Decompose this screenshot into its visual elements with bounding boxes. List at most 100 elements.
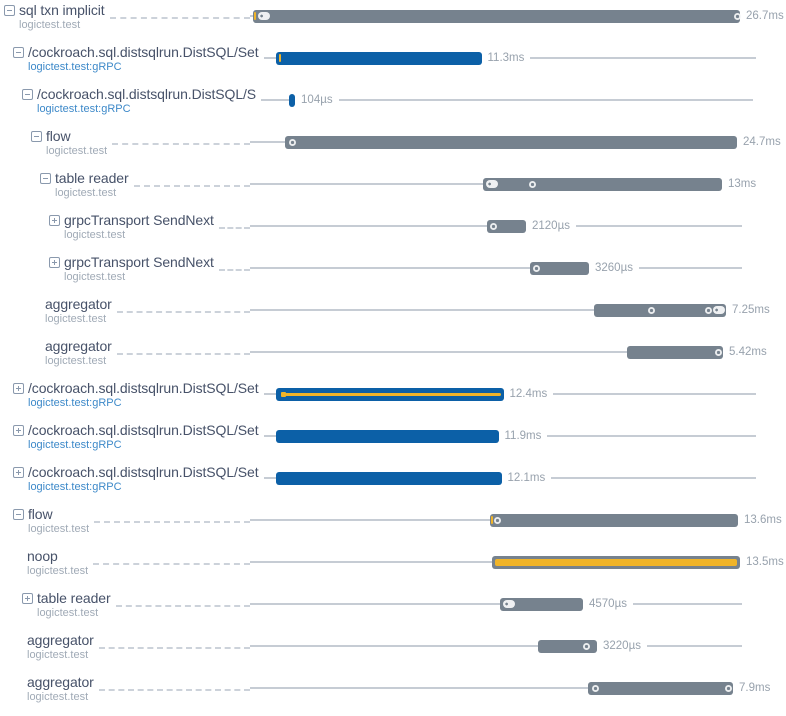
trace-span-row: aggregator logictest.test 7.25ms <box>0 296 770 338</box>
span-title: table reader <box>55 170 129 186</box>
span-bar[interactable] <box>538 639 597 653</box>
span-duration: 3220µs <box>603 640 641 652</box>
span-bar[interactable] <box>275 429 499 443</box>
span-title: /cockroach.sql.distsqlrun.DistSQL/Set <box>28 464 259 480</box>
span-label-group: table reader logictest.test <box>0 590 111 619</box>
leader-dashed-line <box>98 689 250 691</box>
span-label-group: noop logictest.test <box>0 548 88 578</box>
span-label-texts: table reader logictest.test <box>37 591 111 620</box>
span-timeline: 104µs <box>261 86 754 114</box>
span-bar[interactable] <box>487 219 526 233</box>
leader-dashed-line <box>218 269 250 271</box>
span-subtitle: logictest.test:gRPC <box>28 481 122 493</box>
span-bar[interactable] <box>275 387 504 401</box>
span-bar[interactable] <box>483 177 722 191</box>
span-title: grpcTransport SendNext <box>64 212 214 228</box>
span-duration: 12.1ms <box>507 472 546 484</box>
span-duration: 13.5ms <box>746 556 784 568</box>
span-bar[interactable] <box>588 681 733 695</box>
pre-span-line <box>263 477 276 479</box>
span-bar[interactable] <box>492 555 740 569</box>
span-subtitle: logictest.test <box>45 355 107 367</box>
span-bar[interactable] <box>500 597 583 611</box>
span-bar[interactable] <box>490 513 738 527</box>
span-bar-stripe <box>284 392 501 396</box>
expander-icon[interactable] <box>40 173 51 184</box>
trace-span-list: sql txn implicit logictest.test 26.7ms /… <box>0 2 784 704</box>
post-span-line <box>553 393 756 395</box>
post-span-line <box>632 603 742 605</box>
expander-icon[interactable] <box>49 215 60 226</box>
span-duration: 11.3ms <box>487 52 525 64</box>
span-title: grpcTransport SendNext <box>64 254 214 270</box>
span-title: /cockroach.sql.distsqlrun.DistSQL/S <box>37 86 257 102</box>
circle-marker <box>715 348 722 356</box>
span-title: /cockroach.sql.distsqlrun.DistSQL/Set <box>28 44 259 60</box>
span-bar[interactable] <box>594 303 726 317</box>
span-title: /cockroach.sql.distsqlrun.DistSQL/Set <box>28 380 259 396</box>
span-label-group: flow logictest.test <box>0 506 89 535</box>
circle-marker <box>592 684 599 692</box>
circle-marker <box>533 264 540 272</box>
span-timeline: 13.5ms <box>250 548 784 576</box>
expander-icon[interactable] <box>22 593 33 604</box>
span-timeline: 12.4ms <box>263 380 756 408</box>
span-title: flow <box>46 128 71 144</box>
expander-icon[interactable] <box>13 509 24 520</box>
span-bar[interactable] <box>530 261 589 275</box>
span-label-texts: grpcTransport SendNext logictest.test <box>64 254 214 284</box>
span-label-group: aggregator logictest.test <box>0 674 94 704</box>
tick-marker <box>278 54 281 62</box>
span-label-group: /cockroach.sql.distsqlrun.DistSQL/Set lo… <box>0 380 259 409</box>
span-bar[interactable] <box>627 345 723 359</box>
expander-icon[interactable] <box>13 47 24 58</box>
trace-span-row: /cockroach.sql.distsqlrun.DistSQL/S logi… <box>0 86 754 128</box>
pre-span-line <box>250 603 500 605</box>
pre-span-line <box>250 519 490 521</box>
trace-span-row: noop logictest.test 13.5ms <box>0 548 784 590</box>
leader-dashed-line <box>218 227 250 229</box>
span-label-group: aggregator logictest.test <box>0 338 112 368</box>
span-duration: 11.9ms <box>504 430 542 442</box>
span-title: noop <box>27 548 58 564</box>
expander-icon[interactable] <box>13 383 24 394</box>
pre-span-line <box>250 687 588 689</box>
expander-icon[interactable] <box>13 467 24 478</box>
span-duration: 3260µs <box>595 262 633 274</box>
leader-dashed-line <box>133 185 250 187</box>
span-title: sql txn implicit <box>19 2 105 18</box>
span-bar[interactable] <box>289 93 296 107</box>
trace-span-row: aggregator logictest.test 5.42ms <box>0 338 767 380</box>
tick-marker <box>491 516 493 524</box>
span-label-texts: grpcTransport SendNext logictest.test <box>64 212 214 242</box>
pill-marker <box>713 306 725 314</box>
post-span-line <box>575 225 742 227</box>
expander-icon[interactable] <box>49 257 60 268</box>
post-span-line <box>338 99 754 101</box>
trace-span-row: /cockroach.sql.distsqlrun.DistSQL/Set lo… <box>0 44 756 86</box>
expander-icon[interactable] <box>4 5 15 16</box>
expander-icon[interactable] <box>22 89 33 100</box>
span-title: aggregator <box>45 338 112 354</box>
span-duration: 5.42ms <box>729 346 767 358</box>
span-title: /cockroach.sql.distsqlrun.DistSQL/Set <box>28 422 259 438</box>
circle-marker <box>529 180 536 188</box>
span-label-group: grpcTransport SendNext logictest.test <box>0 212 214 241</box>
span-subtitle: logictest.test <box>64 229 126 241</box>
span-bar[interactable] <box>253 9 740 23</box>
post-span-line <box>530 57 756 59</box>
span-duration: 4570µs <box>589 598 627 610</box>
span-bar[interactable] <box>275 51 482 65</box>
span-label-group: /cockroach.sql.distsqlrun.DistSQL/Set lo… <box>0 422 259 451</box>
circle-marker <box>494 516 501 524</box>
circle-marker <box>289 138 296 146</box>
expander-icon[interactable] <box>13 425 24 436</box>
leader-dashed-line <box>116 353 250 355</box>
post-span-line <box>551 477 756 479</box>
span-duration: 13ms <box>728 178 757 190</box>
expander-icon[interactable] <box>31 131 42 142</box>
span-title: flow <box>28 506 53 522</box>
pre-span-line <box>250 645 538 647</box>
span-bar[interactable] <box>275 471 502 485</box>
span-bar[interactable] <box>285 135 737 149</box>
